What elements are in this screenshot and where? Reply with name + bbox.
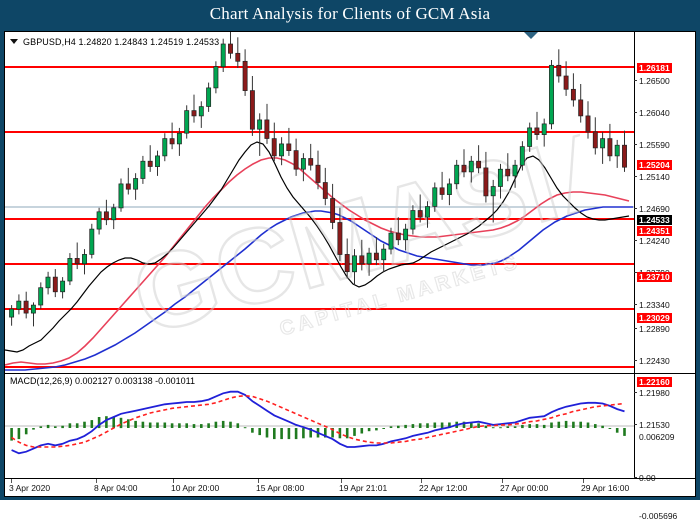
symbol-header[interactable]: GBPUSD,H4 1.24820 1.24843 1.24519 1.2453…	[10, 35, 219, 48]
page-title: Chart Analysis for Clients of GCM Asia	[209, 4, 491, 23]
price-plot	[5, 66, 634, 371]
time-axis-label: 15 Apr 08:00	[256, 483, 305, 493]
time-tick	[583, 479, 584, 483]
level-label-4[interactable]: 1.23710	[637, 272, 672, 282]
chart-frame: GCMASIA CAPITAL MARKETS	[4, 31, 696, 521]
time-axis-label: 27 Apr 00:00	[500, 483, 549, 493]
ma-black-line	[5, 141, 630, 353]
time-tick	[258, 479, 259, 483]
time-tick	[96, 479, 97, 483]
price-tick-label: 1.21980	[634, 388, 670, 398]
time-axis-label: 10 Apr 20:00	[171, 483, 220, 493]
price-tick-label: 1.23340	[634, 300, 670, 310]
time-tick	[173, 479, 174, 483]
level-label-3[interactable]: 1.24351	[637, 226, 672, 236]
level-label-2[interactable]: 1.25204	[637, 160, 672, 170]
time-tick	[341, 479, 342, 483]
axis-separator	[634, 32, 635, 478]
price-tick-label: 1.24690	[634, 204, 670, 214]
level-label-5[interactable]: 1.23029	[637, 313, 672, 323]
time-tick	[421, 479, 422, 483]
price-tick-label: 1.22430	[634, 356, 670, 366]
price-tick-label: 1.26040	[634, 108, 670, 118]
price-tick-label: 1.21530	[634, 420, 670, 430]
window-title-bar: Chart Analysis for Clients of GCM Asia	[0, 0, 700, 30]
price-chart-pane[interactable]: GCMASIA CAPITAL MARKETS	[5, 32, 695, 371]
macd-plot	[5, 390, 634, 455]
macd-signal-line	[11, 394, 625, 448]
time-axis-label: 29 Apr 16:00	[581, 483, 630, 493]
price-tick-label: 1.24240	[634, 236, 670, 246]
macd-header-text: MACD(12,26,9) 0.002127 0.003138 -0.00101…	[10, 376, 195, 386]
price-tick-label: 1.22890	[634, 324, 670, 334]
time-axis-label: 3 Apr 2020	[9, 483, 51, 493]
macd-tick-label: 0.00	[634, 473, 656, 483]
macd-header: MACD(12,26,9) 0.002127 0.003138 -0.00101…	[10, 376, 195, 389]
macd-indicator-pane[interactable]: MACD(12,26,9) 0.002127 0.003138 -0.00101…	[5, 373, 695, 478]
price-tick-label: 1.25590	[634, 140, 670, 150]
time-axis-label: 19 Apr 21:01	[339, 483, 388, 493]
level-label-6[interactable]: 1.22160	[637, 377, 672, 387]
level-label-1[interactable]: 1.26181	[637, 63, 672, 73]
macd-main-line	[11, 390, 625, 455]
chevron-down-icon[interactable]	[10, 39, 18, 44]
time-axis-label: 22 Apr 12:00	[419, 483, 468, 493]
ma-blue-line	[5, 206, 633, 371]
time-axis-label: 8 Apr 04:00	[94, 483, 138, 493]
ma-red-line	[5, 157, 630, 366]
time-tick	[502, 479, 503, 483]
price-tick-label: 1.26500	[634, 76, 670, 86]
time-tick	[11, 479, 12, 483]
symbol-ohlc-text: GBPUSD,H4 1.24820 1.24843 1.24519 1.2453…	[23, 36, 220, 47]
chart-top-marker-icon	[524, 32, 538, 39]
current-price-label: 1.24533	[637, 215, 672, 225]
price-tick-label: 1.25140	[634, 172, 670, 182]
macd-histogram	[10, 416, 626, 441]
time-axis[interactable]: 3 Apr 2020 8 Apr 04:00 10 Apr 20:00 15 Apr …	[5, 478, 695, 496]
macd-tick-label: 0.006209	[639, 432, 675, 442]
candlestick-series	[9, 32, 627, 327]
macd-tick-label: -0.005696	[639, 511, 678, 521]
